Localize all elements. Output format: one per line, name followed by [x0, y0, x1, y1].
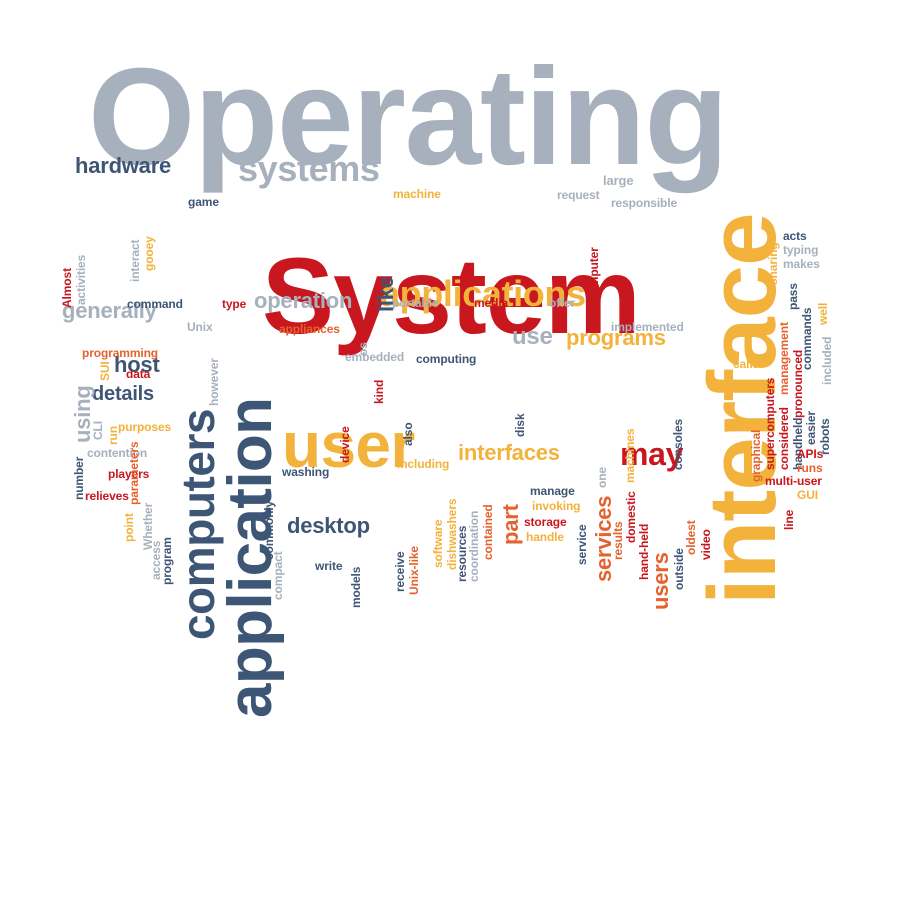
word-may: may — [620, 436, 684, 472]
word-supercomputers: supercomputers — [763, 377, 777, 470]
word-commonly: commonly — [262, 500, 276, 560]
word-large: large — [603, 173, 634, 188]
word-unix: Unix — [187, 320, 213, 334]
word-users: users — [648, 552, 673, 610]
word-program: program — [160, 537, 174, 585]
word-interact: interact — [128, 239, 142, 282]
word-considered: considered — [777, 407, 791, 470]
word-computing: computing — [416, 352, 477, 366]
word-players: players — [108, 467, 150, 481]
word-storage: storage — [524, 515, 567, 529]
word-generally: generally — [62, 298, 157, 323]
word-also: also — [401, 422, 415, 446]
word-software: software — [431, 519, 445, 568]
word-implemented: implemented — [611, 320, 684, 334]
word-computer: computer — [587, 247, 601, 301]
word-machine: machine — [393, 187, 441, 201]
word-portable: portable — [392, 296, 439, 310]
word-sui: SUI — [98, 361, 112, 381]
word-kind: kind — [372, 379, 386, 404]
word-unix-like: Unix-like — [407, 546, 421, 595]
word-desktop: desktop — [287, 513, 370, 538]
word-including: including — [397, 457, 450, 471]
word-pass: pass — [786, 283, 800, 310]
word-details: details — [92, 383, 154, 405]
word-results: results — [611, 521, 625, 560]
word-part: part — [498, 504, 523, 545]
word-well: well — [816, 302, 830, 325]
word-activities: activities — [74, 254, 88, 305]
word-gooey: gooey — [142, 236, 156, 271]
word-relieves: relieves — [85, 489, 129, 503]
word-manage: manage — [530, 484, 575, 498]
word-video: video — [699, 529, 713, 560]
word-user: user — [282, 409, 415, 481]
word-data: data — [126, 367, 151, 381]
word-apis: APIs — [797, 447, 824, 461]
word-service: service — [575, 524, 589, 565]
word-command: command — [127, 297, 183, 311]
word-handle: handle — [526, 530, 564, 544]
word-purposes: purposes — [118, 420, 172, 434]
word-consoles: consoles — [671, 418, 685, 470]
word-coordination: coordination — [467, 510, 481, 582]
word-operation: operation — [254, 288, 353, 313]
word-programs: programs — [566, 325, 666, 350]
word-request: request — [557, 188, 600, 202]
word-one: one — [595, 467, 609, 488]
word-multi-user: multi-user — [765, 474, 822, 488]
word-cli: CLI — [91, 421, 105, 440]
word-typing: typing — [783, 243, 819, 257]
word-number: number — [72, 456, 86, 500]
word-host: host — [114, 352, 160, 377]
word-point: point — [122, 513, 136, 542]
word-contention: contention — [87, 446, 148, 460]
word-receive: receive — [393, 551, 407, 592]
word-device: device — [338, 426, 352, 463]
word-washing: washing — [282, 465, 330, 479]
word-disk: disk — [513, 413, 527, 437]
word-acts: acts — [783, 229, 807, 243]
word-however: however — [207, 358, 221, 406]
word-responsible: responsible — [611, 196, 678, 210]
word-graphical: graphical — [749, 429, 763, 482]
word-system: System — [262, 235, 641, 356]
word-computers: computers — [172, 408, 224, 640]
word-operating: Operating — [88, 40, 729, 194]
word-embedded: embedded — [345, 350, 405, 364]
word-applications: applications — [380, 273, 586, 314]
word-invoking: invoking — [532, 499, 581, 513]
word-domestic: domestic — [624, 491, 638, 543]
word-hardware: hardware — [75, 153, 172, 178]
word-management: management — [777, 322, 791, 395]
word-makes: makes — [783, 257, 820, 271]
word-game: game — [188, 195, 219, 209]
word-parameters: parameters — [127, 441, 141, 505]
word-type: type — [222, 297, 247, 311]
word-write: write — [315, 559, 343, 573]
word-use: use — [512, 323, 553, 350]
word-gui: GUI — [797, 488, 818, 502]
word-almost: Almost — [60, 268, 74, 308]
word-machines: machines — [623, 428, 637, 483]
word-pronounced: pronounced — [791, 349, 805, 418]
word-contained: contained — [481, 504, 495, 560]
word-interfaces: interfaces — [458, 440, 560, 465]
word-programming: programming — [82, 346, 159, 360]
word-hand-held: hand-held — [637, 523, 651, 580]
word-appliances: appliances — [279, 322, 340, 336]
word-offer: offer — [549, 296, 576, 310]
word-included: included — [820, 336, 834, 385]
word-runs: runs — [797, 461, 823, 475]
word-models: models — [349, 566, 363, 608]
word-oldest: oldest — [684, 520, 698, 555]
word-systems: systems — [238, 148, 380, 189]
word-media: media — [474, 296, 509, 310]
word-line: line — [782, 509, 796, 530]
word-sharing: sharing — [766, 242, 780, 285]
word-calls: calls — [733, 357, 760, 371]
word-easier: easier — [804, 411, 818, 445]
